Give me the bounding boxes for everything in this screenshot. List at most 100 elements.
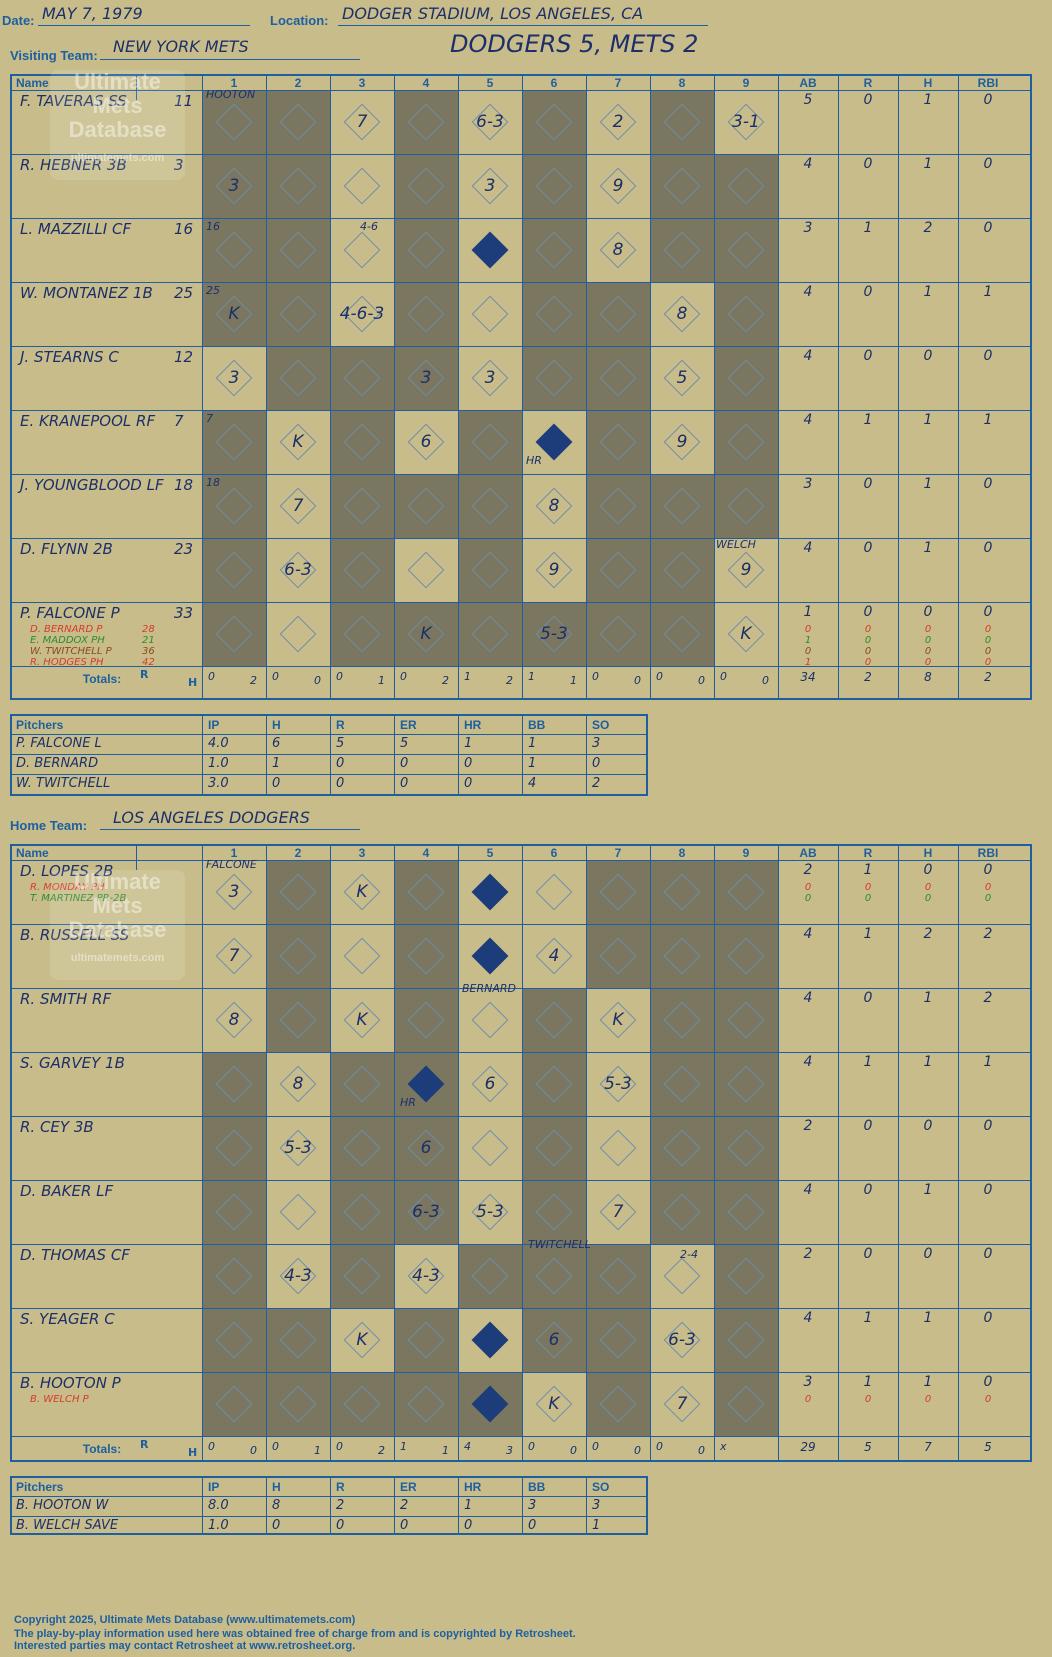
substitute-r: 0	[864, 893, 872, 904]
grid-line	[778, 76, 779, 698]
grid-line	[12, 924, 1030, 925]
grid-line	[12, 346, 1030, 347]
play-result: K	[612, 1010, 624, 1030]
play-result: 9	[548, 560, 560, 580]
inning-hits: 0	[634, 1444, 641, 1457]
visitor-pitchers-table: Pitchers IP H R ER HR BB SO P. FALCONE L 4.0 6 5 5 1 1…	[10, 714, 648, 796]
run-scored-diamond	[471, 1321, 509, 1359]
pitcher-stat: 8.0	[208, 1498, 229, 1513]
pitcher-table-header: Pitchers	[16, 718, 64, 732]
play-result: K	[420, 624, 432, 644]
substitute-ab: 0	[804, 893, 812, 904]
column-header-inning: 6	[550, 76, 558, 90]
substitute-name: E. MADDOX PH	[30, 635, 105, 646]
shaded-cell	[330, 1180, 394, 1244]
run-scored-diamond	[471, 231, 509, 269]
grid-line	[522, 846, 523, 1460]
grid-line	[202, 846, 203, 1460]
play-result: 4-6-3	[339, 304, 385, 324]
substitute-r: 0	[864, 624, 872, 635]
batter-h: 2	[923, 220, 933, 236]
shaded-cell	[266, 924, 330, 988]
play-result: 5-3	[604, 1074, 632, 1094]
batter-rbi: 0	[983, 1246, 993, 1262]
grid-line	[12, 218, 1030, 219]
play-result: 4-3	[284, 1266, 312, 1286]
grid-line	[838, 76, 839, 698]
home-scorecard: Name 1 2 3 4 5 6 7 8 9 AB R H RBI D. LOPES 2B 2 1 0 0 B. RU…	[10, 844, 1032, 1462]
play-result: 7	[228, 946, 240, 966]
shaded-cell	[330, 1052, 394, 1116]
play-result: 5-3	[540, 624, 568, 644]
shaded-cell	[650, 1180, 714, 1244]
shaded-cell	[714, 474, 778, 538]
play-result: 6-3	[412, 1202, 440, 1222]
substitute-h: 0	[924, 1394, 932, 1405]
play-result: 5	[676, 368, 688, 388]
pitcher-table-header: SO	[592, 1480, 610, 1494]
grid-line	[12, 860, 1030, 861]
batter-rbi: 0	[983, 476, 993, 492]
shaded-cell	[202, 218, 266, 282]
grid-line	[958, 76, 959, 698]
column-header-inning: 6	[550, 846, 558, 860]
shaded-cell	[714, 282, 778, 346]
base-diamond	[407, 551, 445, 589]
shaded-cell	[458, 410, 522, 474]
shaded-cell	[394, 346, 458, 410]
inning-runs: 0	[400, 670, 407, 683]
pitcher-table-header: IP	[208, 718, 220, 732]
batter-rbi: 0	[983, 156, 993, 172]
batter-name: S. GARVEY 1B	[20, 1054, 125, 1072]
column-header-inning: 7	[614, 846, 622, 860]
pitcher-table-header: H	[272, 1480, 281, 1494]
inning-hits: 1	[442, 1444, 449, 1457]
grid-line	[12, 474, 1030, 475]
grid-line	[12, 1308, 1030, 1309]
inning-runs: 0	[592, 1440, 599, 1453]
pitcher-stat: 1	[528, 756, 537, 771]
totals-label: Totals:	[82, 672, 122, 686]
batter-ab: 4	[803, 156, 813, 172]
shaded-cell	[714, 410, 778, 474]
shaded-cell	[586, 410, 650, 474]
substitute-number: 42	[142, 657, 155, 668]
batter-r: 0	[863, 284, 873, 300]
shaded-cell	[586, 1244, 650, 1308]
home-team-name: LOS ANGELES DODGERS	[113, 808, 310, 827]
play-result: 7	[356, 112, 368, 132]
inning-runs: 0	[208, 670, 215, 683]
grid-line	[266, 846, 267, 1460]
base-diamond	[471, 1001, 509, 1039]
play-result: 6	[548, 1330, 560, 1350]
batter-name: B. RUSSELL SS	[20, 926, 130, 944]
grid-line	[714, 76, 715, 698]
shaded-cell	[714, 218, 778, 282]
column-header-h: H	[923, 76, 933, 90]
column-header-inning: 2	[294, 846, 302, 860]
batter-r: 0	[863, 540, 873, 556]
grid-line	[458, 76, 459, 698]
batter-h: 1	[923, 1310, 933, 1326]
shaded-cell	[202, 602, 266, 666]
column-header-rbi: RBI	[977, 76, 999, 90]
batter-rbi: 1	[983, 284, 993, 300]
pitcher-table-header: HR	[464, 718, 482, 732]
shaded-cell	[714, 154, 778, 218]
shaded-cell	[202, 474, 266, 538]
grid-line	[266, 716, 267, 794]
shaded-cell	[330, 346, 394, 410]
batter-number: 11	[174, 92, 194, 110]
inning-runs: 1	[528, 670, 535, 683]
batter-name: R. SMITH RF	[20, 990, 112, 1008]
pitcher-table-header: Pitchers	[16, 1480, 64, 1494]
shaded-cell	[394, 218, 458, 282]
watermark-logo-home: Ultimate Mets Database ultimatemets.com	[50, 870, 185, 980]
batter-h: 1	[923, 1374, 933, 1390]
pitcher-table-header: HR	[464, 1480, 482, 1494]
shaded-cell	[394, 90, 458, 154]
batter-name: W. MONTANEZ 1B	[20, 284, 153, 302]
shaded-cell	[586, 1372, 650, 1436]
shaded-cell	[202, 154, 266, 218]
column-header-r: R	[863, 846, 873, 860]
